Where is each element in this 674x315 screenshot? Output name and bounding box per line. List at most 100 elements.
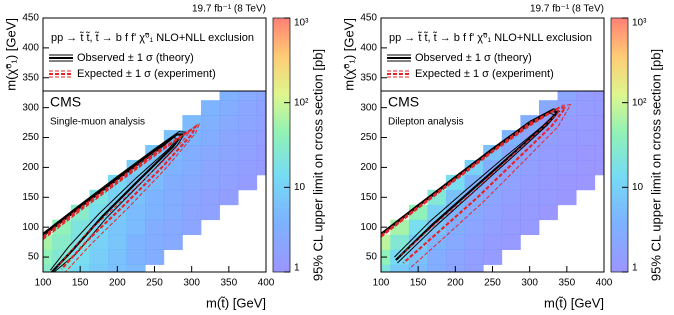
heatmap-cell bbox=[163, 234, 183, 250]
heatmap-cell bbox=[126, 204, 146, 221]
y-axis-label: m(χ̃⁰₁) [GeV] bbox=[3, 18, 18, 91]
heatmap-cell bbox=[256, 115, 266, 131]
legend-title: pp → t̃ t̃, t̃ → b f f' χ̃⁰₁ NLO+NLL exc… bbox=[389, 31, 592, 44]
colorbar bbox=[272, 17, 291, 273]
heatmap-cell bbox=[520, 219, 540, 236]
heatmap-cell bbox=[182, 159, 202, 176]
heatmap-cell bbox=[238, 145, 258, 161]
heatmap-cell bbox=[219, 174, 239, 191]
experiment-label: CMS bbox=[50, 94, 81, 110]
x-tick-label: 200 bbox=[109, 278, 126, 289]
heatmap-cell bbox=[52, 264, 72, 272]
heatmap-cell bbox=[520, 189, 540, 206]
y-tick-label: 250 bbox=[360, 132, 377, 143]
experiment-label: CMS bbox=[388, 94, 419, 110]
heatmap-cell bbox=[43, 234, 53, 250]
heatmap-cell bbox=[256, 159, 266, 176]
heatmap-cell bbox=[427, 249, 447, 265]
analysis-label: Single-muon analysis bbox=[50, 117, 145, 128]
heatmap-cell bbox=[446, 219, 466, 236]
heatmap-cell bbox=[126, 249, 146, 265]
heatmap-cell bbox=[200, 100, 220, 116]
heatmap-cell bbox=[390, 264, 410, 272]
panel: pp → t̃ t̃, t̃ → b f f' χ̃⁰₁ NLO+NLL exc… bbox=[341, 4, 663, 311]
y-tick-label: 400 bbox=[22, 43, 39, 54]
heatmap-cell bbox=[163, 219, 183, 236]
heatmap-cell bbox=[145, 219, 165, 236]
contours bbox=[381, 104, 572, 270]
heatmap-cell bbox=[594, 130, 604, 146]
x-tick-label: 100 bbox=[35, 278, 52, 289]
x-tick-label: 300 bbox=[521, 278, 538, 289]
heatmap-cell bbox=[538, 189, 558, 206]
heatmap-cell bbox=[464, 219, 484, 236]
heatmap-cell bbox=[557, 100, 577, 116]
heatmap-cell bbox=[483, 249, 503, 265]
heatmap-cell bbox=[200, 130, 220, 146]
contour-line bbox=[381, 106, 568, 264]
heatmap-cell bbox=[483, 189, 503, 206]
y-tick-label: 150 bbox=[22, 192, 39, 203]
heatmap-cell bbox=[256, 85, 266, 101]
heatmap-cell bbox=[182, 145, 202, 161]
heatmap-cell bbox=[200, 145, 220, 161]
heatmap-cell bbox=[501, 189, 521, 206]
heatmap-cell bbox=[576, 174, 596, 191]
heatmap-cell bbox=[108, 204, 128, 221]
heatmap-cell bbox=[501, 145, 521, 161]
heatmap-cell bbox=[256, 130, 266, 146]
heatmap-cell bbox=[108, 234, 128, 250]
heatmap-cell bbox=[219, 115, 239, 131]
colorbar-tick-label: 10 bbox=[294, 182, 306, 193]
heatmap-cell bbox=[594, 145, 604, 161]
x-axis-label: m(t̃) [GeV] bbox=[544, 295, 604, 310]
heatmap-cell bbox=[576, 145, 596, 161]
heatmap-cell bbox=[89, 234, 109, 250]
analysis-label: Dilepton analysis bbox=[388, 117, 464, 128]
heatmap-cell bbox=[219, 130, 239, 146]
heatmap-cell bbox=[182, 219, 202, 236]
y-tick-label: 350 bbox=[360, 72, 377, 83]
heatmap-cell bbox=[594, 100, 604, 116]
legend-label: Expected ± 1 σ (experiment) bbox=[415, 68, 554, 80]
colorbar-label: 95% CL upper limit on cross section [pb] bbox=[648, 49, 663, 281]
heatmap-cell bbox=[557, 145, 577, 161]
heatmap-cell bbox=[89, 264, 109, 272]
y-tick-label: 450 bbox=[22, 13, 39, 24]
heatmap-cell bbox=[89, 249, 109, 265]
heatmap-cell bbox=[145, 204, 165, 221]
x-axis-label: m(t̃) [GeV] bbox=[206, 295, 266, 310]
colorbar-tick-label: 10² bbox=[294, 97, 309, 108]
colorbar-label: 95% CL upper limit on cross section [pb] bbox=[310, 49, 325, 281]
heatmap-cell bbox=[256, 100, 266, 116]
contours bbox=[43, 123, 201, 272]
heatmap-cell bbox=[446, 234, 466, 250]
heatmap-cell bbox=[427, 204, 447, 221]
heatmap bbox=[381, 85, 604, 272]
heatmap-cell bbox=[219, 189, 239, 206]
heatmap-cell bbox=[238, 159, 258, 176]
heatmap-cell bbox=[464, 159, 484, 176]
heatmap-cell bbox=[464, 234, 484, 250]
x-tick-label: 350 bbox=[220, 278, 237, 289]
y-tick-label: 350 bbox=[22, 72, 39, 83]
heatmap-cell bbox=[557, 189, 577, 206]
legend-label: Expected ± 1 σ (experiment) bbox=[77, 68, 216, 80]
y-tick-label: 450 bbox=[360, 13, 377, 24]
contour-line bbox=[43, 123, 201, 272]
heatmap-cell bbox=[126, 234, 146, 250]
heatmap-cell bbox=[594, 115, 604, 131]
heatmap-cell bbox=[483, 219, 503, 236]
x-tick-label: 350 bbox=[558, 278, 575, 289]
heatmap-cell bbox=[446, 249, 466, 265]
heatmap-cell bbox=[483, 234, 503, 250]
heatmap-cell bbox=[520, 174, 540, 191]
heatmap-cell bbox=[464, 204, 484, 221]
y-tick-label: 50 bbox=[28, 252, 40, 263]
heatmap-cell bbox=[576, 115, 596, 131]
heatmap-cell bbox=[501, 174, 521, 191]
contour-line bbox=[43, 129, 191, 267]
x-tick-label: 400 bbox=[596, 278, 613, 289]
x-tick-label: 200 bbox=[447, 278, 464, 289]
contour-line bbox=[381, 104, 572, 270]
